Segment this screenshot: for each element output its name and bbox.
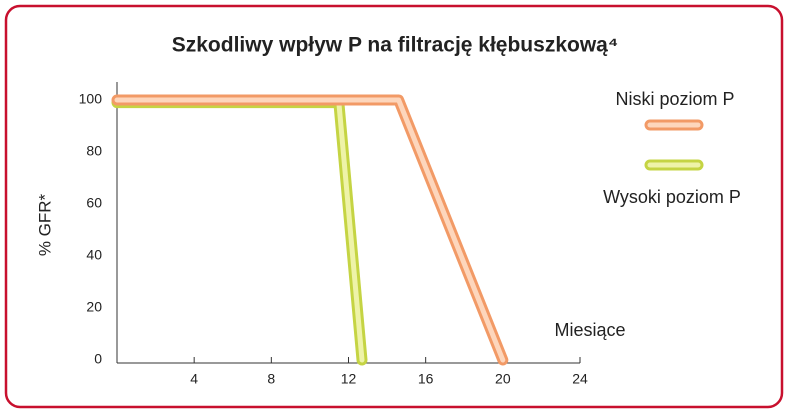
y-tick-label: 60 bbox=[86, 195, 102, 211]
y-axis-label: % GFR* bbox=[35, 193, 54, 256]
x-tick-label: 24 bbox=[572, 371, 588, 387]
x-tick-label: 16 bbox=[418, 371, 434, 387]
y-tick-label: 80 bbox=[86, 143, 102, 159]
x-tick-label: 8 bbox=[267, 371, 275, 387]
x-tick-label: 4 bbox=[190, 371, 198, 387]
x-tick-label: 20 bbox=[495, 371, 511, 387]
x-axis-label: Miesiące bbox=[554, 320, 625, 340]
legend-label: Wysoki poziom P bbox=[603, 187, 741, 207]
y-tick-label: 0 bbox=[94, 351, 102, 367]
chart-title: Szkodliwy wpływ P na filtrację kłębuszko… bbox=[172, 34, 618, 57]
x-tick-label: 12 bbox=[341, 371, 357, 387]
y-tick-label: 100 bbox=[79, 91, 103, 107]
y-tick-label: 40 bbox=[86, 247, 102, 263]
legend-label: Niski poziom P bbox=[615, 89, 734, 109]
y-tick-label: 20 bbox=[86, 299, 102, 315]
series-line-inner bbox=[114, 97, 506, 363]
